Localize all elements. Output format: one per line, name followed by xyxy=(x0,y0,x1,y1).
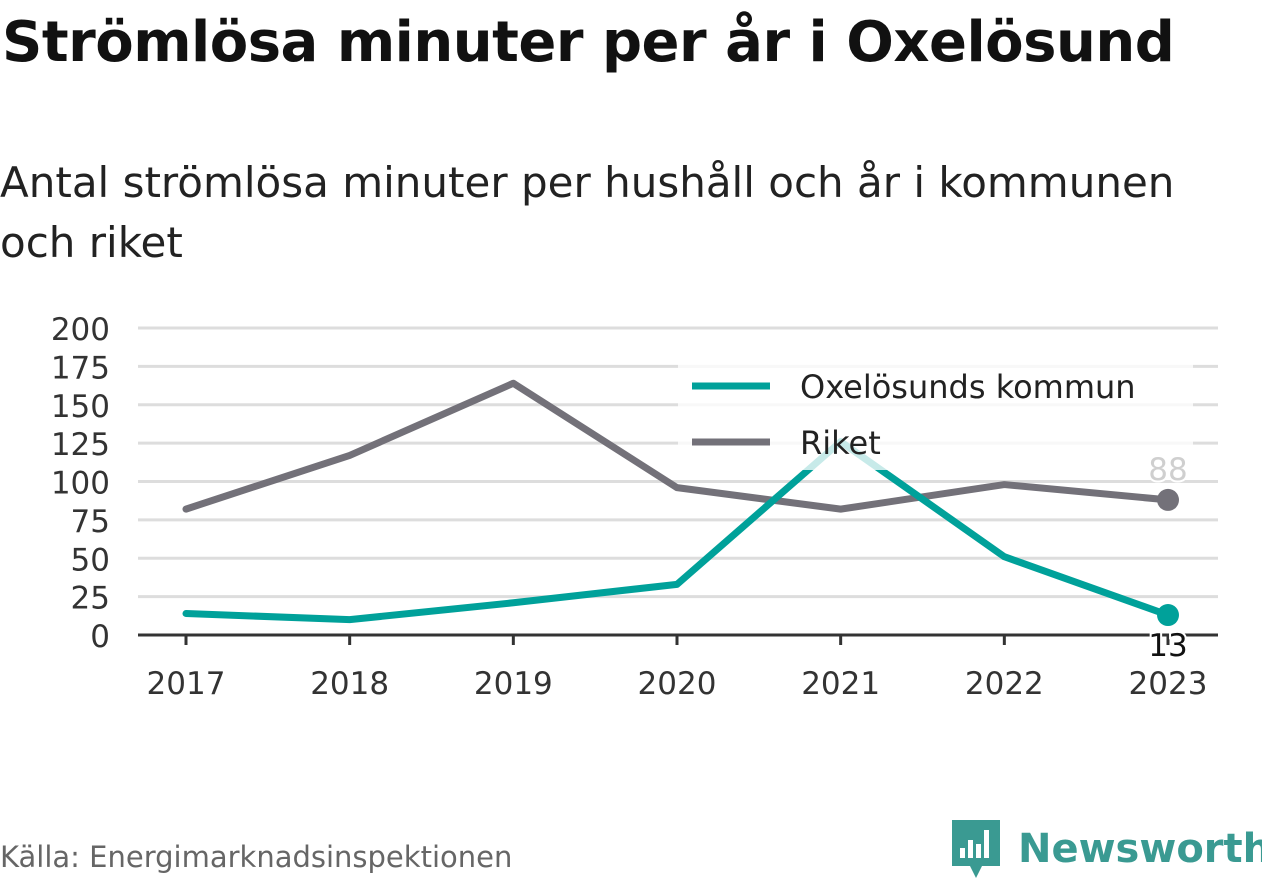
legend-background xyxy=(678,362,1193,470)
series-line-riket xyxy=(182,379,1172,513)
legend-label: Oxelösunds kommun xyxy=(800,368,1136,406)
x-tick-label: 2023 xyxy=(1129,666,1208,702)
brand-name: Newsworthy xyxy=(1018,826,1262,872)
series-line-oxelosund xyxy=(182,438,1172,624)
x-axis: 2017 2018 2019 2020 2021 2022 2023 xyxy=(147,635,1208,702)
y-tick-label: 175 xyxy=(51,350,110,386)
y-tick-label: 25 xyxy=(71,581,110,617)
y-tick-label: 50 xyxy=(71,542,110,578)
x-tick-label: 2021 xyxy=(801,666,880,702)
y-tick-label: 150 xyxy=(51,389,110,425)
x-tick-label: 2019 xyxy=(474,666,553,702)
x-tick-label: 2022 xyxy=(965,666,1044,702)
end-label-oxelosund: 13 xyxy=(1148,628,1187,664)
legend: Oxelösunds kommun Riket xyxy=(678,362,1193,470)
end-labels: 88 13 xyxy=(1146,450,1189,666)
x-tick-label: 2018 xyxy=(310,666,389,702)
end-label-riket: 88 xyxy=(1148,452,1187,488)
end-point-oxelosund xyxy=(1157,604,1179,627)
x-tick-label: 2017 xyxy=(147,666,226,702)
chart-subtitle: Antal strömlösa minuter per hushåll och … xyxy=(0,158,1175,267)
y-tick-label: 100 xyxy=(51,466,110,502)
brand-logo: Newsworthy xyxy=(950,818,1262,880)
series-lines xyxy=(182,379,1179,627)
end-point-riket xyxy=(1157,488,1179,511)
legend-label: Riket xyxy=(800,424,881,462)
y-tick-label: 75 xyxy=(71,504,110,540)
source-note: Källa: Energimarknadsinspektionen xyxy=(0,840,513,874)
y-tick-label: 125 xyxy=(51,427,110,463)
chart-title: Strömlösa minuter per år i Oxelösund xyxy=(2,10,1175,75)
y-tick-label: 200 xyxy=(51,312,110,348)
x-tick-label: 2020 xyxy=(638,666,717,702)
y-tick-label: 0 xyxy=(90,619,110,655)
newsworthy-logo-icon xyxy=(952,820,1000,878)
